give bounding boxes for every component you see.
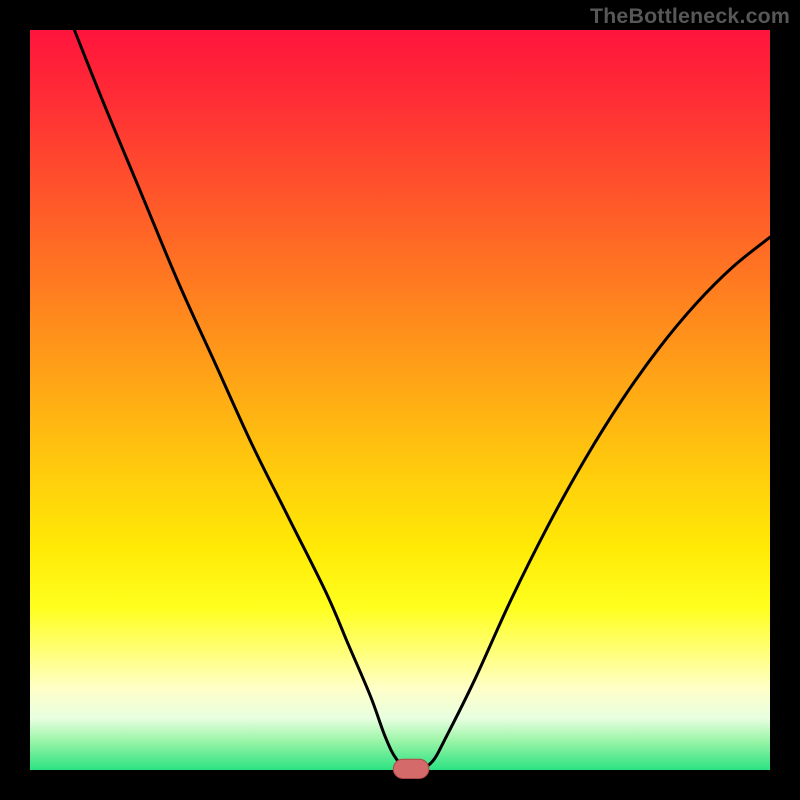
plot-area [30,30,770,770]
chart-container: TheBottleneck.com [0,0,800,800]
bottleneck-chart [0,0,800,800]
watermark-text: TheBottleneck.com [590,4,790,29]
optimal-marker [393,759,429,778]
